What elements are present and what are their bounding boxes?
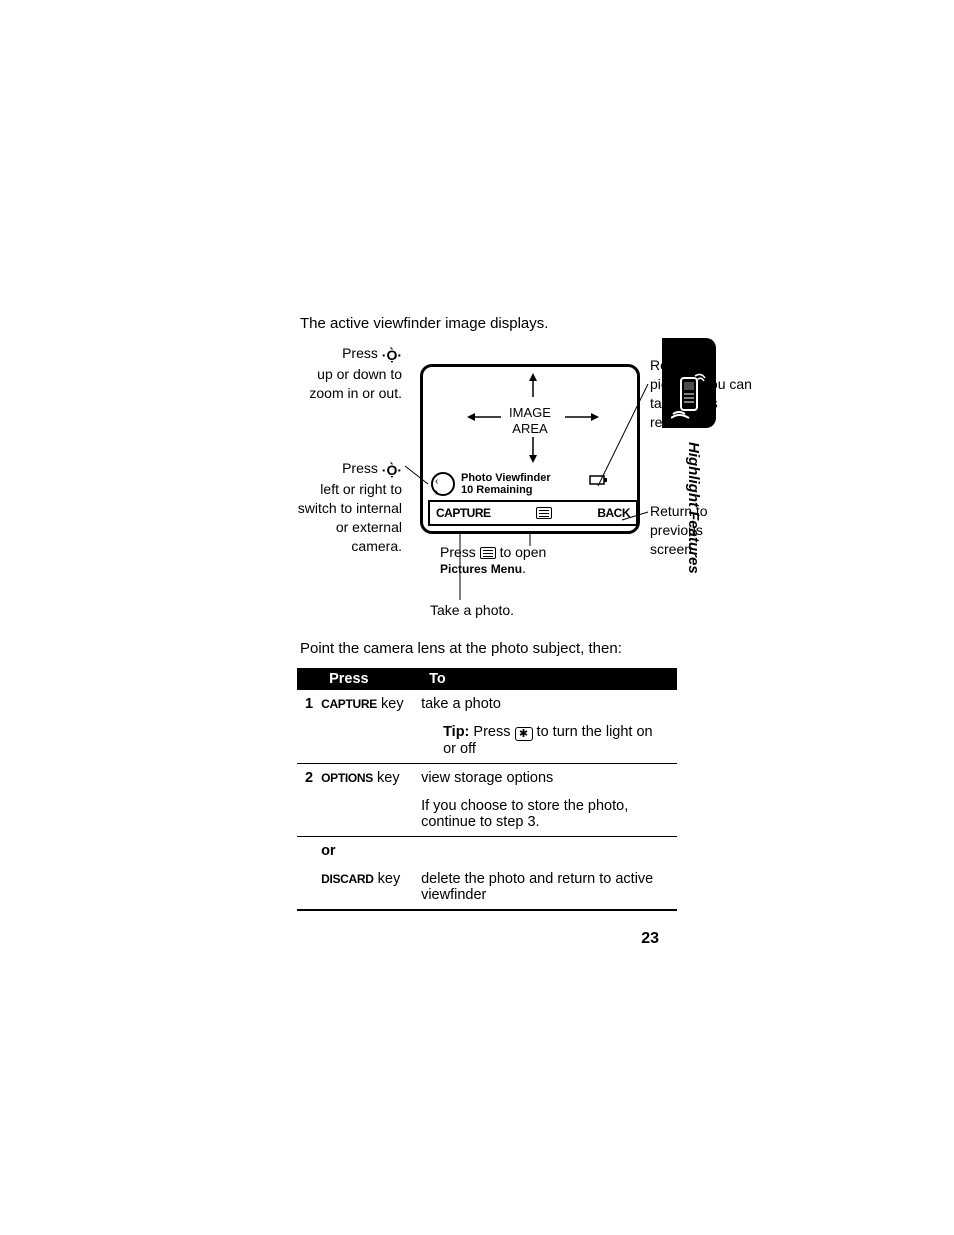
table-header-to: To <box>421 668 677 690</box>
table-row: DISCARD key delete the photo and return … <box>297 865 677 910</box>
section-tab <box>662 338 716 428</box>
status-row: Photo Viewfinder 10 Remaining <box>431 472 635 496</box>
action-cell: delete the photo and return to active vi… <box>421 865 677 910</box>
key-cell: CAPTURE key <box>321 690 421 718</box>
image-area-label: IMAGE AREA <box>509 405 551 436</box>
menu-key-icon <box>480 547 496 559</box>
step-number: 2 <box>297 764 321 793</box>
action-cell: view storage options <box>421 764 677 793</box>
callout-zoom: Press ·Ọ̀· up or down to zoom in or out. <box>290 344 402 403</box>
viewfinder-diagram: Press ·Ọ̀· up or down to zoom in or out.… <box>300 344 720 624</box>
softkey-bar: CAPTURE BACK <box>428 500 638 526</box>
softkey-capture[interactable]: CAPTURE <box>436 506 491 520</box>
table-header-row: Press To <box>297 668 677 690</box>
sub-action-cell: If you choose to store the photo, contin… <box>421 792 677 837</box>
table-row: If you choose to store the photo, contin… <box>297 792 677 837</box>
key-cell: OPTIONS key <box>321 764 421 793</box>
status-text: Photo Viewfinder 10 Remaining <box>461 472 551 496</box>
step-number: 1 <box>297 690 321 718</box>
section-label: Highlight Features <box>685 442 702 574</box>
callout-menu: Press to open Pictures Menu. <box>440 544 620 576</box>
star-key-icon: ✱ <box>515 727 533 741</box>
dpad-icon: ·Ọ̀· <box>382 346 402 365</box>
table-row: 1 CAPTURE key take a photo <box>297 690 677 718</box>
instruction-table: Press To 1 CAPTURE key take a photo Tip:… <box>297 668 677 911</box>
dpad-icon: ·Ọ̀· <box>382 461 402 480</box>
table-header-blank <box>297 668 321 690</box>
menu-icon[interactable] <box>536 507 552 519</box>
table-row: or <box>297 837 677 866</box>
dpad-indicator-icon <box>431 472 455 496</box>
pictures-menu-label: Pictures Menu <box>440 562 522 576</box>
table-header-press: Press <box>321 668 421 690</box>
viewfinder-box: IMAGE AREA Photo Viewfinder 10 Remaining… <box>420 364 640 534</box>
table-row: 2 OPTIONS key view storage options <box>297 764 677 793</box>
content-area: The active viewfinder image displays. Pr… <box>300 315 720 624</box>
callout-take-photo: Take a photo. <box>430 602 514 618</box>
callout-switch: Press ·Ọ̀· left or right to switch to in… <box>290 459 402 555</box>
tip-cell: Tip: Press ✱ to turn the light on or off <box>421 718 677 764</box>
key-cell: DISCARD key <box>321 865 421 910</box>
phone-icon <box>671 370 707 420</box>
point-camera-text: Point the camera lens at the photo subje… <box>300 640 622 657</box>
intro-text: The active viewfinder image displays. <box>300 315 720 332</box>
softkey-back[interactable]: BACK <box>597 506 630 520</box>
table-row: Tip: Press ✱ to turn the light on or off <box>297 718 677 764</box>
action-cell: take a photo <box>421 690 677 718</box>
page-number: 23 <box>641 930 659 948</box>
or-cell: or <box>321 837 421 866</box>
